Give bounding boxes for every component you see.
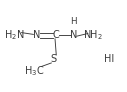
Text: NH$_2$: NH$_2$ [83,28,103,42]
Text: C: C [53,30,60,40]
Text: H$_3$C: H$_3$C [24,64,44,78]
Text: N: N [33,30,40,40]
Text: S: S [51,54,57,64]
Text: HI: HI [104,54,115,64]
Text: H$_2$N: H$_2$N [4,28,24,42]
Text: N: N [70,30,77,40]
Text: H: H [70,17,77,26]
